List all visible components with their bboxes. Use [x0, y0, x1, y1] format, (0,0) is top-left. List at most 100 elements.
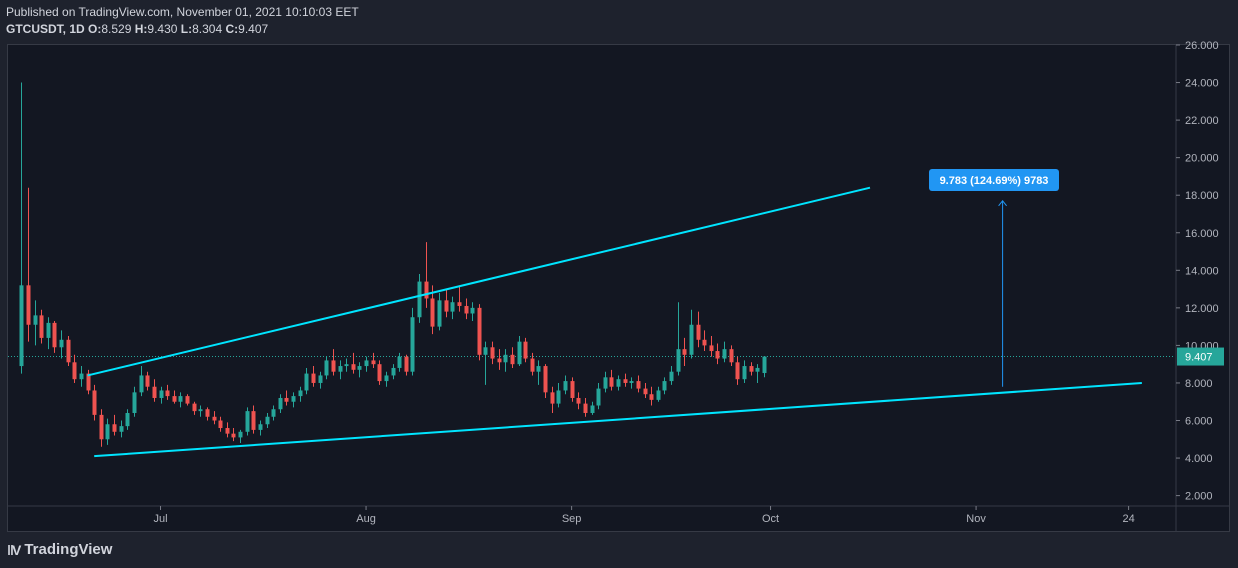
y-tick-label: 12.000	[1185, 303, 1219, 315]
candle-body	[357, 366, 362, 370]
candle-body	[245, 411, 250, 432]
candle-body	[105, 424, 110, 440]
candle-body	[218, 420, 223, 429]
candle-body	[331, 360, 336, 372]
candle-body	[636, 381, 641, 389]
candle-body	[324, 360, 329, 376]
candle-body	[79, 373, 84, 380]
candle-body	[470, 307, 475, 314]
candle-body	[715, 351, 720, 359]
candle-body	[523, 341, 528, 359]
candle-body	[99, 414, 104, 440]
candle-body	[205, 409, 210, 417]
candle-body	[258, 424, 263, 430]
last-price-label: 9.407	[1185, 352, 1213, 364]
candle-body	[563, 381, 568, 391]
y-tick-label: 16.000	[1185, 228, 1219, 240]
trendline-lower	[94, 381, 1142, 458]
candle-body	[265, 416, 270, 425]
low-label: L:	[180, 22, 193, 36]
high-label: H:	[134, 22, 148, 36]
candle-body	[616, 379, 621, 387]
candle-body	[417, 281, 422, 318]
candle-body	[384, 375, 389, 382]
candle-body	[762, 356, 767, 374]
candle-body	[391, 367, 396, 376]
y-tick-label: 2.000	[1185, 491, 1213, 503]
close-value: 9.407	[238, 22, 269, 36]
candle-body	[702, 339, 707, 346]
candle-body	[649, 394, 654, 400]
candle-body	[46, 322, 51, 338]
candle-body	[185, 396, 190, 404]
y-tick-label: 6.000	[1185, 416, 1213, 428]
candle-body	[192, 403, 197, 412]
candle-body	[311, 373, 316, 383]
candle-body	[92, 390, 97, 415]
candle-body	[530, 358, 535, 372]
measure-label: 9.783 (124.69%) 9783	[940, 175, 1049, 187]
y-tick-label: 4.000	[1185, 453, 1213, 465]
candle-body	[430, 298, 435, 327]
candle-body	[742, 366, 747, 380]
candle-body	[570, 381, 575, 398]
ohlc-legend: GTCUSDT, 1D O:8.529 H:9.430 L:8.304 C:9.…	[6, 22, 269, 36]
y-tick-label: 14.000	[1185, 265, 1219, 277]
candle-body	[590, 405, 595, 413]
candle-body	[755, 367, 760, 372]
candle-body	[749, 366, 754, 372]
measure-arrow-head	[998, 200, 1007, 207]
candle-body	[198, 409, 203, 412]
candle-body	[377, 364, 382, 382]
candle-body	[735, 362, 740, 380]
candle-body	[536, 366, 541, 372]
tradingview-logo-icon: ‖V	[7, 541, 21, 558]
trendline-upper	[87, 186, 871, 377]
y-tick-label: 8.000	[1185, 378, 1213, 390]
measure-label-box	[929, 169, 1059, 191]
x-tick-label: Sep	[562, 513, 582, 525]
candle-body	[583, 403, 588, 413]
candle-body	[682, 349, 687, 355]
y-tick-label: 24.000	[1185, 78, 1219, 90]
candle-body	[212, 416, 217, 421]
candle-body	[172, 396, 177, 402]
candle-body	[278, 397, 283, 410]
interval[interactable]: 1D	[69, 22, 85, 36]
candle-body	[225, 428, 230, 434]
candle-body	[284, 397, 289, 402]
candle-body	[351, 364, 356, 370]
candle-body	[596, 388, 601, 406]
candle-body	[623, 379, 628, 383]
x-tick-label: Nov	[966, 513, 986, 525]
candle-body	[397, 356, 402, 368]
high-value: 9.430	[147, 22, 178, 36]
x-tick-label: Oct	[762, 513, 779, 525]
candle-body	[318, 375, 323, 383]
candle-body	[603, 377, 608, 389]
candle-body	[450, 302, 455, 312]
open-label: O:	[88, 22, 102, 36]
candle-body	[33, 315, 38, 325]
chart-frame[interactable]	[7, 44, 1230, 532]
candle-body	[643, 388, 648, 395]
candle-body	[457, 302, 462, 306]
candle-body	[696, 324, 701, 340]
candle-body	[178, 396, 183, 402]
candle-body	[145, 375, 150, 387]
candle-body	[364, 360, 369, 367]
candle-body	[543, 366, 548, 393]
candle-body	[112, 424, 117, 432]
candle-body	[251, 411, 256, 430]
candle-body	[444, 300, 449, 312]
candle-body	[483, 347, 488, 355]
candle-body	[709, 345, 714, 352]
candle-body	[72, 362, 77, 380]
symbol[interactable]: GTCUSDT	[6, 22, 63, 36]
logo-text: TradingView	[24, 541, 113, 558]
candle-body	[404, 356, 409, 372]
candle-body	[497, 358, 502, 363]
candle-body	[238, 431, 243, 438]
candle-body	[410, 317, 415, 372]
